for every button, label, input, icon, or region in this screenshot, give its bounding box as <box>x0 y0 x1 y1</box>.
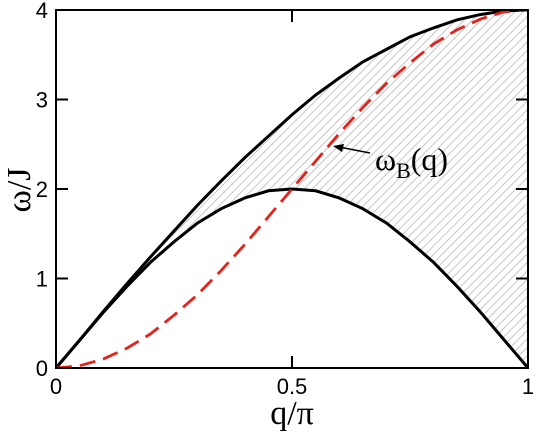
x-tick-label: 0 <box>50 374 62 399</box>
annotation-argument: (q) <box>411 141 448 177</box>
x-axis-label: q/π <box>270 395 314 432</box>
annotation-arrow-shaft <box>338 146 371 154</box>
y-tick-label: 1 <box>36 267 48 292</box>
annotation-label: ωB(q) <box>375 141 448 183</box>
x-tick-label: 0.5 <box>277 374 308 399</box>
series-omega-b-line <box>56 10 528 368</box>
x-tick-label: 1 <box>522 374 534 399</box>
series-layer <box>56 10 528 368</box>
y-tick-label: 3 <box>36 88 48 113</box>
omega-b-annotation: ωB(q) <box>333 141 448 183</box>
series-lower-boundary-line <box>56 187 528 368</box>
annotation-arrowhead <box>333 144 344 152</box>
annotation-subscript: B <box>396 158 411 183</box>
y-tick-label: 4 <box>36 0 48 23</box>
series-upper-boundary-line <box>56 10 528 368</box>
y-tick-label: 2 <box>36 177 48 202</box>
y-tick-label: 0 <box>36 356 48 381</box>
annotation-omega: ω <box>375 141 396 177</box>
ticks-layer: 0 0.5 1 0 1 2 3 4 <box>36 0 534 399</box>
plot-area <box>56 10 528 368</box>
y-axis-label: ω/J <box>1 167 38 212</box>
